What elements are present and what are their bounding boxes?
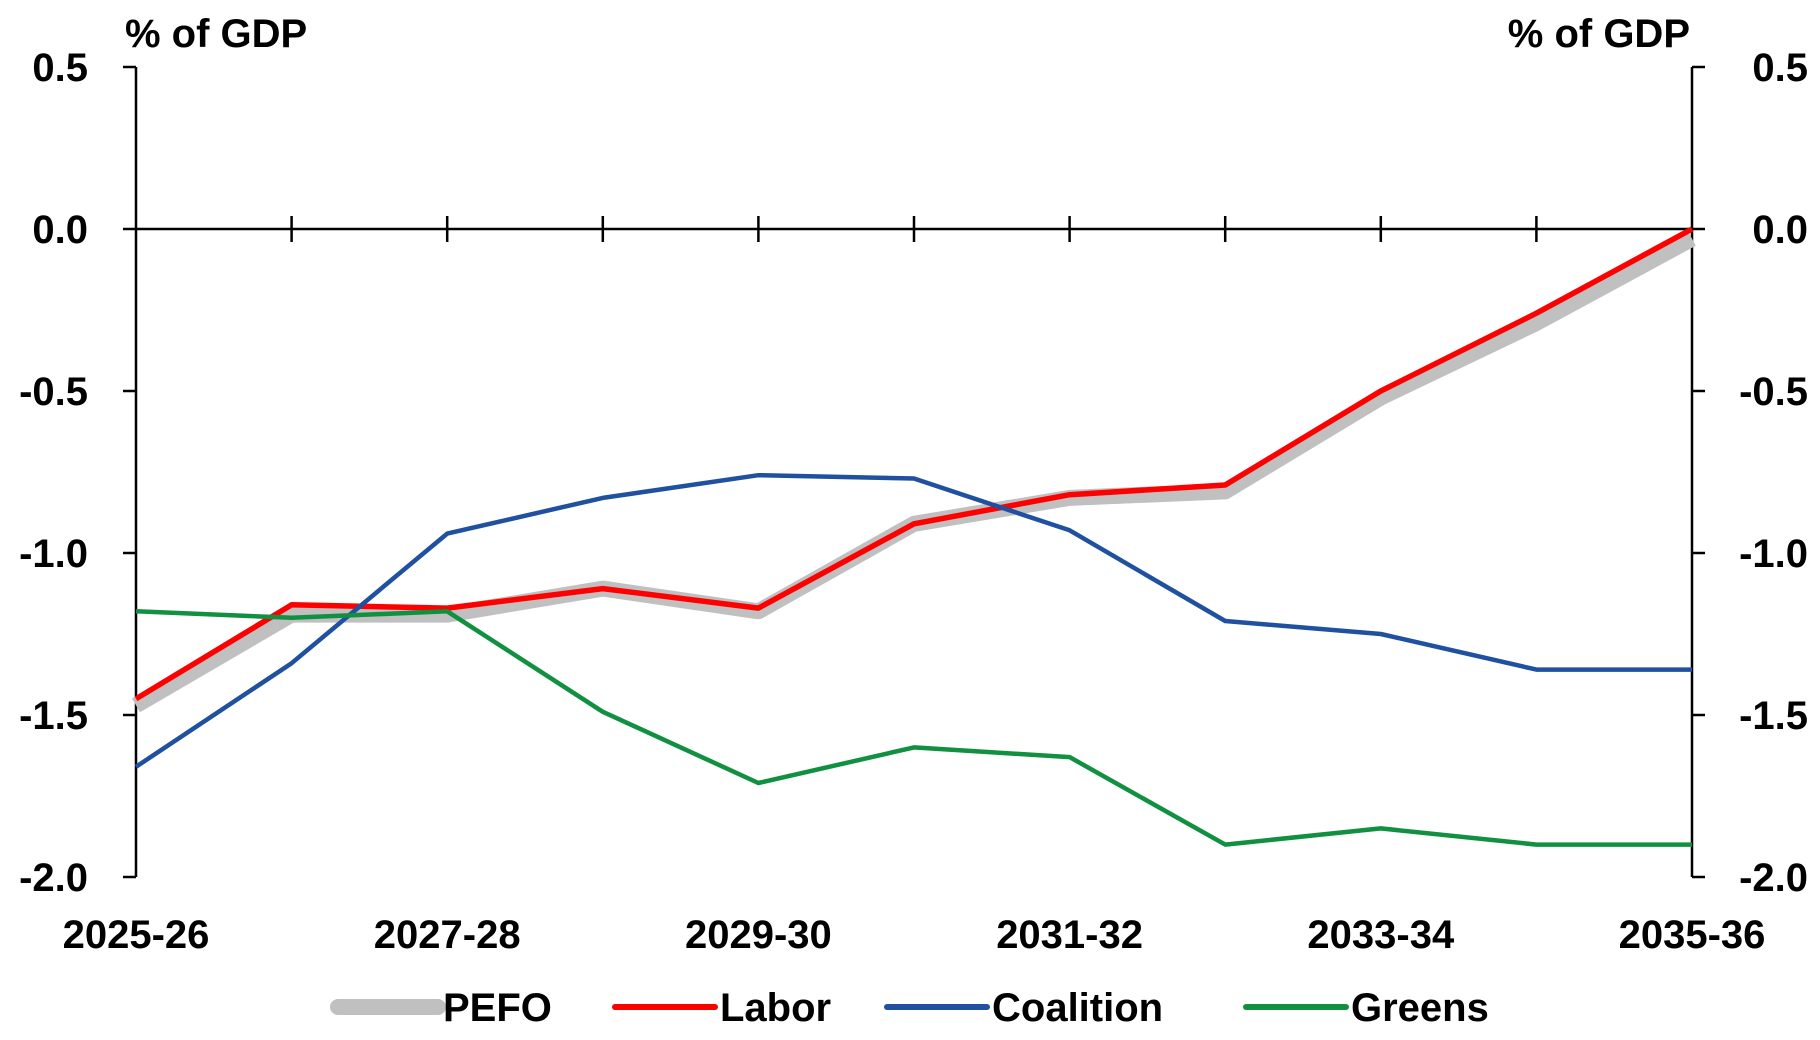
right-y-tick-label: 0.0 xyxy=(1752,208,1808,252)
series-line-labor xyxy=(134,226,1694,702)
right-y-tick-label: -2.0 xyxy=(1739,856,1808,900)
legend: PEFO Labor Coalition Greens xyxy=(330,986,1489,1030)
legend-label: Labor xyxy=(720,986,831,1030)
right-y-tick-label: -1.5 xyxy=(1739,694,1808,738)
legend-item-pefo: PEFO xyxy=(330,986,552,1030)
left-y-tick-label: -1.0 xyxy=(19,532,88,576)
x-tick-label: 2031-32 xyxy=(996,913,1143,957)
right-y-tick-label: -1.0 xyxy=(1739,532,1808,576)
tick-labels: 0.5 0.5 0.0 0.0 -0.5 -0.5 -1.0 -1.0 -1.5 -1.5 -2.0… xyxy=(19,46,1808,957)
x-tick-label: 2033-34 xyxy=(1307,913,1455,957)
left-y-tick-label: -1.5 xyxy=(19,694,88,738)
legend-label: PEFO xyxy=(443,986,552,1030)
x-tick-label: 2035-36 xyxy=(1619,913,1766,957)
x-tick-label: 2025-26 xyxy=(63,913,210,957)
axes xyxy=(123,65,1705,879)
left-axis-unit-label: % of GDP xyxy=(125,12,307,56)
series-line-pefo xyxy=(131,231,1696,713)
left-y-tick-label: -2.0 xyxy=(19,856,88,900)
series-layer xyxy=(131,226,1696,847)
left-y-tick-label: 0.0 xyxy=(32,208,88,252)
left-y-tick-label: -0.5 xyxy=(19,370,88,414)
series-line-greens xyxy=(135,609,1692,847)
x-tick-label: 2027-28 xyxy=(374,913,521,957)
legend-label: Coalition xyxy=(992,986,1163,1030)
legend-item-labor: Labor xyxy=(612,986,831,1030)
x-tick-label: 2029-30 xyxy=(685,913,832,957)
legend-item-coalition: Coalition xyxy=(884,986,1163,1030)
series-line-coalition xyxy=(134,472,1692,769)
legend-label: Greens xyxy=(1351,986,1489,1030)
right-y-tick-label: 0.5 xyxy=(1752,46,1808,90)
legend-item-greens: Greens xyxy=(1243,986,1489,1030)
right-axis-unit-label: % of GDP xyxy=(1508,12,1690,56)
right-y-tick-label: -0.5 xyxy=(1739,370,1808,414)
left-y-tick-label: 0.5 xyxy=(32,46,88,90)
